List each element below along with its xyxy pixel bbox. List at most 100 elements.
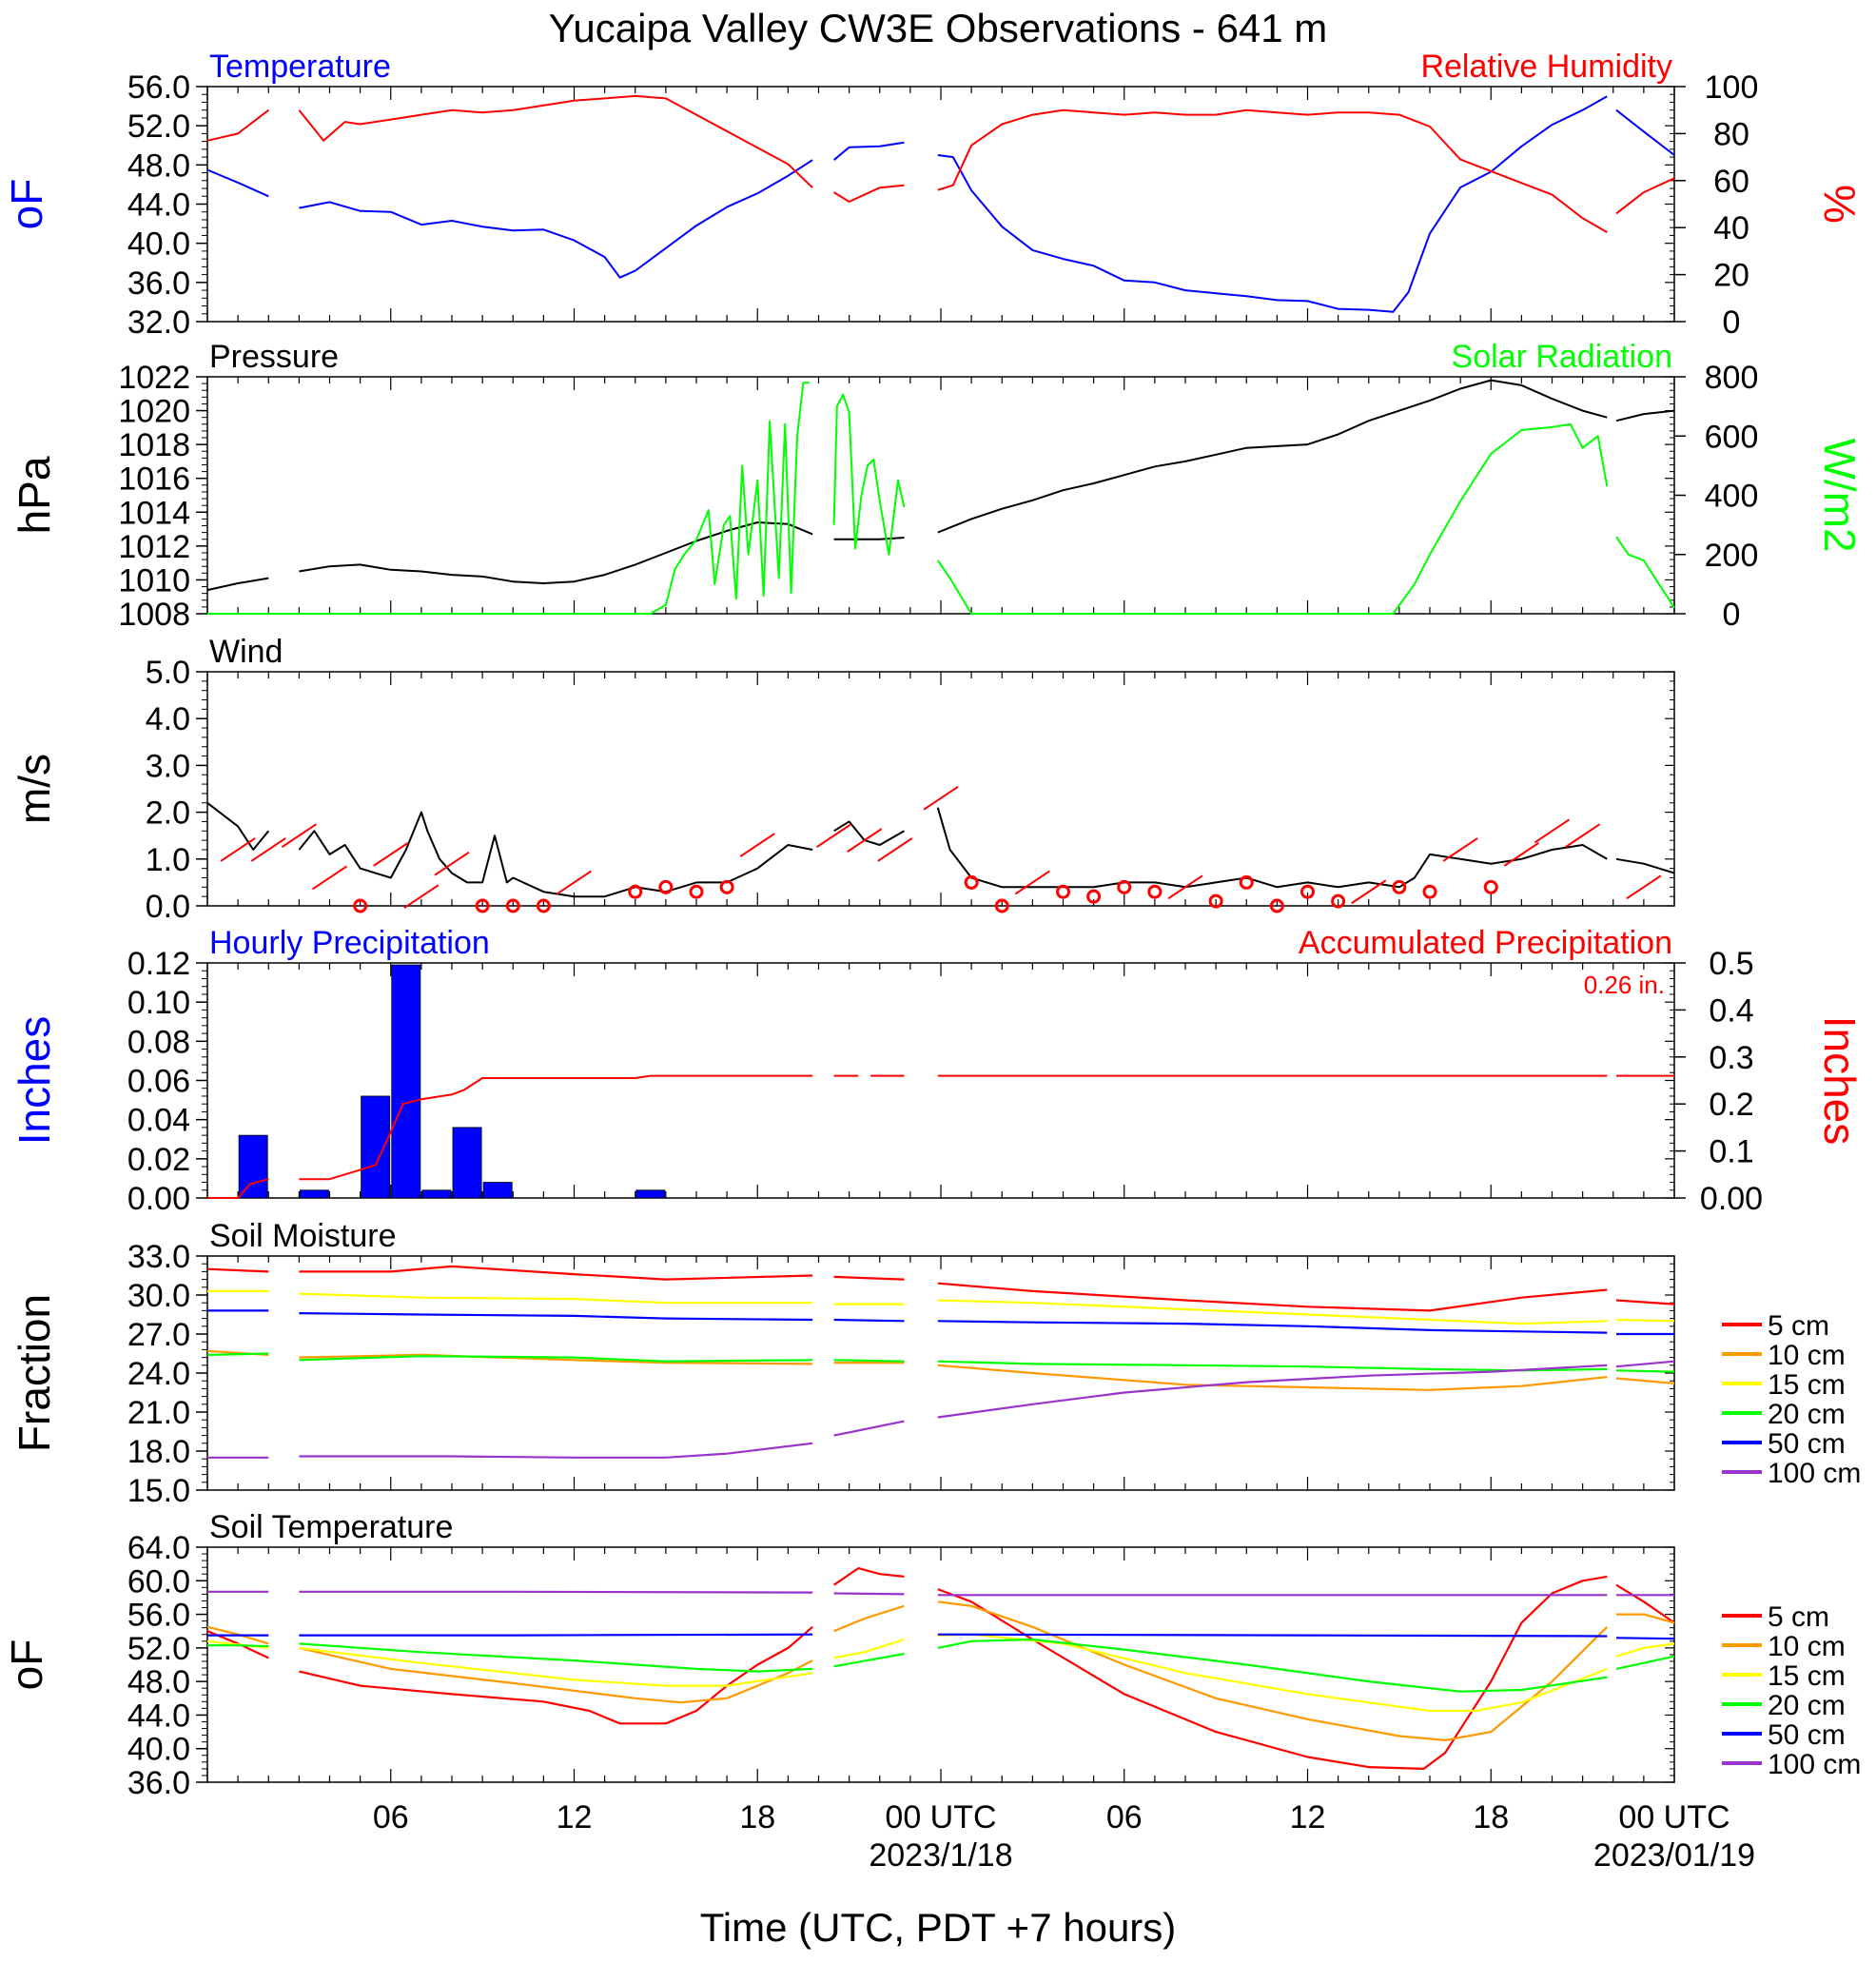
series-line-50-cm [207, 1309, 1674, 1336]
plot-frame [206, 86, 1675, 323]
y-tick-label-right: 80 [1713, 116, 1749, 152]
y-tick-label-right: 0.3 [1709, 1040, 1753, 1076]
wind-calm-marker [536, 898, 551, 913]
series-line-20-cm [206, 1352, 1675, 1373]
y-tick-label-left: 32.0 [127, 304, 190, 341]
y-axis-unit-left: m/s [10, 754, 59, 824]
series-line-50-cm [207, 1633, 1675, 1640]
legend-label: 50 cm [1768, 1719, 1846, 1751]
accumulated-total-label: 0.26 in. [1584, 971, 1665, 999]
series-line-5-cm [206, 1265, 1675, 1312]
wind-calm-marker [353, 898, 368, 913]
series-line-relative-humidity [206, 94, 1675, 233]
wind-barb [556, 870, 593, 895]
panel-wind: 5.0 4.0 3.0 2.0 1.0 0.0 Wind m/s [10, 634, 1675, 925]
legend-label: 50 cm [1768, 1428, 1846, 1460]
series-line-wind [206, 802, 1675, 898]
legend-label: 15 cm [1768, 1369, 1846, 1401]
wind-calm-marker [1392, 879, 1407, 894]
series-line-accumulated-precipitation [207, 1074, 1674, 1199]
series-line-pressure [206, 379, 1675, 592]
y-axis-unit-left: hPa [10, 456, 59, 534]
wind-barb [220, 837, 256, 862]
series-line-15-cm [207, 1289, 1675, 1325]
y-axis-unit-right: % [1815, 185, 1865, 224]
y-tick-label-left: 24.0 [127, 1356, 190, 1392]
panel-precipitation: 0.120.100.080.060.040.020.000.50.40.30.2… [10, 925, 1865, 1217]
y-tick-label-left: 18.0 [127, 1434, 190, 1470]
wind-calm-marker [1208, 893, 1223, 909]
y-tick-label-left: 1010 [118, 562, 190, 599]
y-tick-label-left: 60.0 [127, 1563, 190, 1600]
x-tick-label: 18 [1473, 1799, 1509, 1835]
y-tick-label-right: 600 [1705, 419, 1759, 455]
y-tick-label-left: 40.0 [127, 226, 190, 263]
panels-group: 56.052.048.044.040.036.032.0100806040200… [2, 49, 1865, 1874]
y-tick-label-left: 0.06 [127, 1064, 190, 1100]
y-tick-label-left: 1.0 [146, 842, 190, 878]
legend-label: 20 cm [1768, 1690, 1846, 1721]
wind-barb [1014, 870, 1050, 895]
y-tick-label-left: 1022 [118, 360, 190, 396]
legend-label: 5 cm [1768, 1601, 1829, 1633]
y-tick-label-left: 3.0 [146, 748, 190, 784]
y-tick-label-left: 1014 [118, 495, 190, 531]
wind-barb [1167, 874, 1203, 900]
y-tick-label-right: 0 [1723, 597, 1741, 633]
y-tick-label-left: 52.0 [127, 1631, 190, 1667]
y-tick-label-right: 0.00 [1700, 1181, 1763, 1217]
y-tick-label-left: 40.0 [127, 1732, 190, 1768]
y-tick-label-left: 0.04 [127, 1103, 190, 1139]
precip-bar [361, 1095, 391, 1199]
legend-label: 5 cm [1768, 1310, 1829, 1342]
y-tick-label-left: 4.0 [146, 701, 190, 737]
precip-bar [452, 1127, 482, 1199]
wind-calm-marker [1086, 889, 1102, 904]
y-tick-label-left: 2.0 [146, 795, 190, 832]
wind-barb [1534, 818, 1571, 844]
y-tick-label-left: 1016 [118, 461, 190, 498]
wind-barb [1351, 879, 1387, 905]
series-line-100-cm [207, 1360, 1675, 1459]
y-axis-unit-left: Fraction [10, 1294, 59, 1452]
wind-barb [923, 786, 959, 811]
y-tick-label-left: 0.00 [127, 1181, 190, 1217]
wind-calm-marker [505, 898, 520, 913]
wind-barb [250, 837, 286, 862]
wind-calm-marker [1422, 884, 1437, 899]
wind-calm-marker [689, 884, 704, 899]
precip-bar [238, 1134, 268, 1199]
y-tick-label-left: 36.0 [127, 265, 190, 302]
chart-title: Yucaipa Valley CW3E Observations - 641 m [549, 6, 1328, 50]
y-tick-label-left: 33.0 [127, 1239, 190, 1275]
panel-soil-temperature: 64.060.056.052.048.044.040.036.0 Soil Tem… [2, 1509, 1861, 1874]
y-tick-label-right: 400 [1705, 479, 1759, 515]
y-tick-label-left: 64.0 [127, 1530, 190, 1566]
precip-bar [299, 1189, 329, 1199]
wind-calm-marker [1117, 879, 1132, 894]
y-tick-label-right: 0.4 [1709, 992, 1753, 1029]
y-tick-label-left: 0.12 [127, 946, 190, 982]
wind-barb [847, 828, 883, 853]
wind-calm-marker [658, 879, 674, 894]
y-tick-label-right: 0.1 [1709, 1134, 1753, 1170]
wind-barb [434, 851, 470, 876]
x-tick-label: 18 [739, 1799, 775, 1835]
x-axis-label: Time (UTC, PDT +7 hours) [700, 1905, 1177, 1950]
y-tick-label-right: 0.5 [1709, 946, 1753, 982]
x-tick-label: 00 UTC [1618, 1799, 1729, 1835]
x-date-label: 2023/01/19 [1593, 1837, 1755, 1874]
y-tick-label-right: 0.2 [1709, 1087, 1753, 1123]
y-tick-label-left: 52.0 [127, 108, 190, 145]
wind-calm-marker [1147, 884, 1163, 899]
legend-label: 15 cm [1768, 1660, 1846, 1692]
wind-calm-marker [1239, 874, 1254, 890]
y-tick-label-left: 48.0 [127, 1664, 190, 1700]
series-line-temperature [206, 95, 1675, 313]
y-tick-label-left: 1018 [118, 427, 190, 463]
precip-bar [635, 1189, 666, 1199]
panel-label-left: Temperature [209, 49, 391, 85]
legend-label: 100 cm [1768, 1749, 1861, 1780]
wind-barb [877, 837, 913, 862]
